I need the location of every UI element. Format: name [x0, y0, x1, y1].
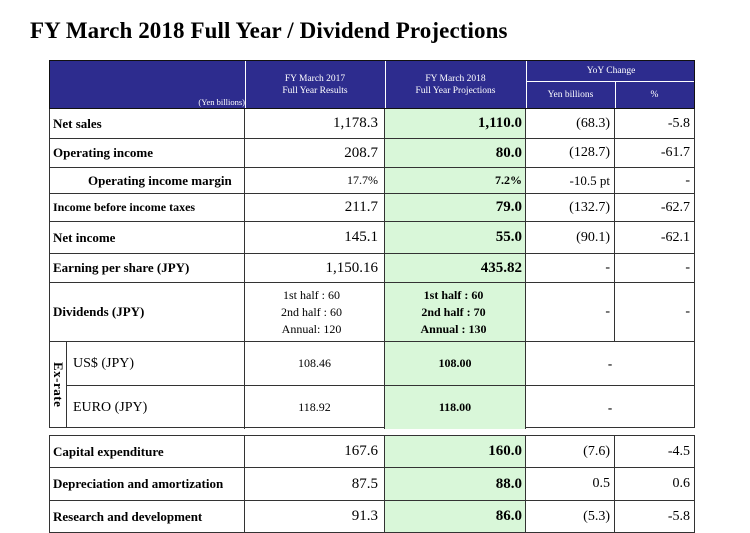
- exrate-block: Ex-rate US$ (JPY) 108.46 108.00 - EURO (…: [49, 342, 695, 429]
- unit-label: (Yen billions): [198, 97, 245, 107]
- fy2018-value: 80.0: [385, 139, 526, 167]
- fy2017-value: 1,150.16: [245, 254, 385, 282]
- yoy-pct: -61.7: [660, 145, 690, 160]
- yoy-pct: 0.6: [672, 476, 691, 491]
- yoy-yen: (7.6): [526, 436, 615, 467]
- yoy-pct: -4.5: [667, 443, 690, 459]
- header-fy2018-line2: Full Year Projections: [415, 86, 496, 96]
- header-fy2017: FY March 2017 Full Year Results: [245, 73, 385, 97]
- fy2018-value: 79.0: [385, 194, 526, 221]
- row-label: Operating income: [50, 139, 245, 167]
- fy2018-value: 86.0: [385, 501, 526, 532]
- row-label: Research and development: [50, 501, 245, 532]
- fy2018-value: 55.0: [385, 222, 526, 253]
- fy2018-value: 1,110.0: [385, 109, 526, 138]
- header-fy2017-line1: FY March 2017: [284, 74, 346, 84]
- dividend-line: 1st half : 60: [283, 287, 340, 302]
- yoy-yen: (128.7): [526, 139, 615, 167]
- yoy-pct: -5.8: [667, 508, 690, 524]
- exrate-fy2017: 118.92: [245, 386, 385, 429]
- fy2017-value: 211.7: [245, 194, 385, 221]
- yoy-pct: -62.7: [660, 199, 690, 215]
- exrate-currency: EURO (JPY): [67, 386, 245, 429]
- yoy-pct: -: [685, 172, 690, 188]
- page-title: FY March 2018 Full Year / Dividend Proje…: [30, 18, 508, 43]
- table-row: Income before income taxes 211.7 79.0 (1…: [49, 194, 695, 222]
- row-label: Dividends (JPY): [50, 283, 245, 341]
- yoy-pct: -: [685, 304, 690, 319]
- yoy-yen: -: [526, 254, 615, 282]
- row-label: Depreciation and amortization: [50, 468, 245, 500]
- yoy-pct: -5.8: [667, 115, 690, 131]
- yoy-yen: (90.1): [526, 222, 615, 253]
- fy2018-value: 435.82: [385, 254, 526, 282]
- fy2018-value: 7.2%: [385, 168, 526, 193]
- exrate-currency: US$ (JPY): [67, 342, 245, 385]
- fy2017-value: 1,178.3: [245, 109, 385, 138]
- yoy-yen: (68.3): [526, 109, 615, 138]
- header-fy2017-line2: Full Year Results: [282, 86, 348, 96]
- table-gap: [49, 428, 695, 435]
- table-row: Capital expenditure 167.6 160.0 (7.6) -4…: [49, 435, 695, 468]
- projections-table: (Yen billions) FY March 2017 Full Year R…: [49, 60, 695, 533]
- table-row: Earning per share (JPY) 1,150.16 435.82 …: [49, 254, 695, 283]
- fy2017-value: 145.1: [245, 222, 385, 253]
- dividends-row: Dividends (JPY) 1st half : 60 2nd half :…: [49, 283, 695, 342]
- fy2017-value: 208.7: [245, 139, 385, 167]
- exrate-row: US$ (JPY) 108.46 108.00 -: [67, 342, 694, 385]
- dividend-line: Annual: 120: [281, 321, 342, 336]
- fy2017-value: 167.6: [245, 436, 385, 467]
- yoy-yen: 0.5: [526, 468, 615, 500]
- yoy-yen: (5.3): [526, 501, 615, 532]
- dividend-line: Annual : 130: [420, 321, 487, 336]
- table-row: Operating income 208.7 80.0 (128.7) -61.…: [49, 139, 695, 168]
- fy2017-value: 91.3: [245, 501, 385, 532]
- table-row: Net sales 1,178.3 1,110.0 (68.3) -5.8: [49, 109, 695, 139]
- header-pct: %: [650, 90, 659, 100]
- fy2017-value: 87.5: [245, 468, 385, 500]
- header-yoy: YoY Change: [586, 66, 636, 76]
- table-row: Net income 145.1 55.0 (90.1) -62.1: [49, 222, 695, 254]
- exrate-row: EURO (JPY) 118.92 118.00 -: [67, 385, 694, 429]
- dividend-line: 2nd half : 70: [421, 304, 486, 319]
- row-label: Earning per share (JPY): [50, 254, 245, 282]
- table-header: (Yen billions) FY March 2017 Full Year R…: [49, 60, 695, 109]
- dividends-fy2018: 1st half : 60 2nd half : 70 Annual : 130: [385, 283, 526, 341]
- table-row: Depreciation and amortization 87.5 88.0 …: [49, 468, 695, 501]
- table-row: Research and development 91.3 86.0 (5.3)…: [49, 501, 695, 533]
- row-label: Operating income margin: [50, 168, 245, 193]
- yoy-yen: (132.7): [526, 194, 615, 221]
- fy2017-value: 17.7%: [245, 168, 385, 193]
- exrate-fy2018: 118.00: [385, 386, 526, 429]
- exrate-change: -: [607, 355, 613, 371]
- row-label: Net sales: [50, 109, 245, 138]
- row-label: Net income: [50, 222, 245, 253]
- header-fy2018-line1: FY March 2018: [425, 74, 486, 84]
- fy2018-value: 88.0: [385, 468, 526, 500]
- dividend-line: 1st half : 60: [423, 287, 484, 302]
- row-label: Capital expenditure: [50, 436, 245, 467]
- exrate-change: -: [607, 399, 613, 415]
- fy2018-value: 160.0: [385, 436, 526, 467]
- exrate-fy2018: 108.00: [385, 342, 526, 385]
- header-fy2018: FY March 2018 Full Year Projections: [385, 73, 526, 97]
- exrate-label: Ex-rate: [50, 342, 67, 428]
- table-row: Operating income margin 17.7% 7.2% -10.5…: [49, 168, 695, 194]
- yoy-pct: -62.1: [660, 229, 690, 245]
- dividends-fy2017: 1st half : 60 2nd half : 60 Annual: 120: [245, 283, 385, 341]
- yoy-pct: -: [685, 260, 690, 275]
- exrate-fy2017: 108.46: [245, 342, 385, 385]
- dividend-line: 2nd half : 60: [281, 304, 342, 319]
- yoy-yen: -10.5 pt: [526, 168, 615, 193]
- yoy-yen: -: [526, 283, 615, 341]
- row-label: Income before income taxes: [50, 194, 245, 221]
- header-yen: Yen billions: [547, 90, 594, 100]
